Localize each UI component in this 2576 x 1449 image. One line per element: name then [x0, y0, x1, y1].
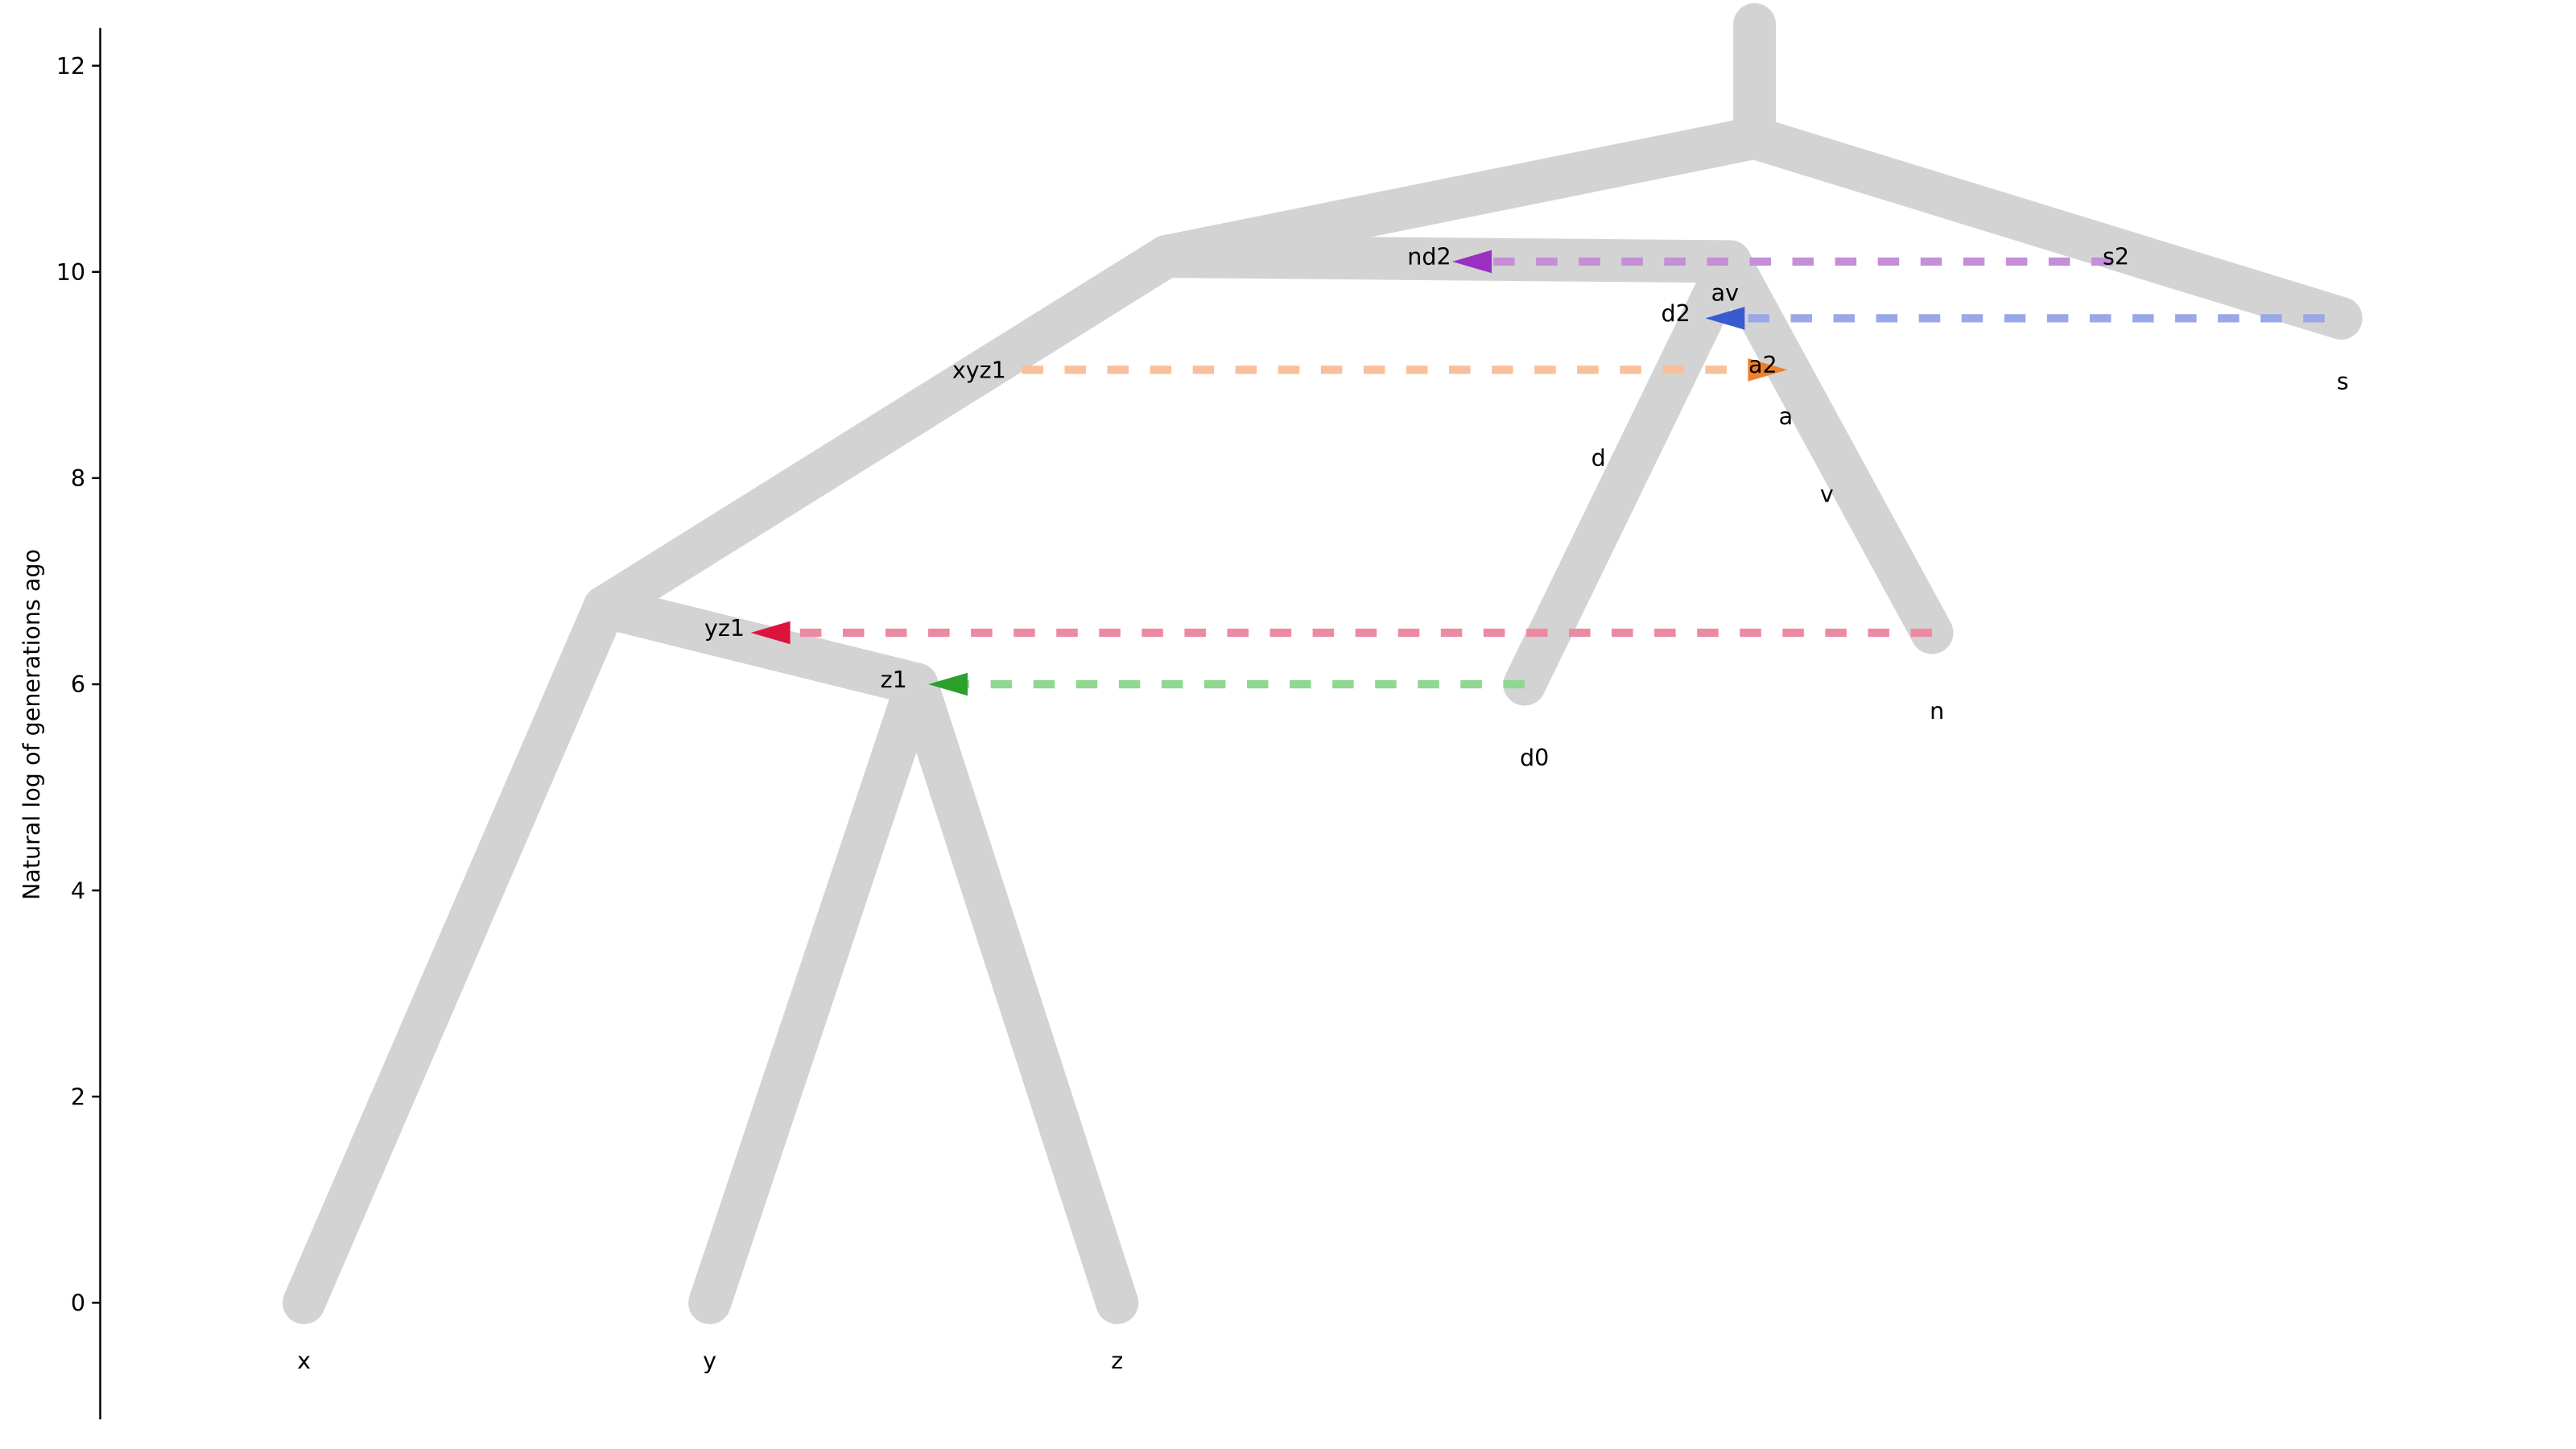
- node-label-z1: z1: [881, 666, 907, 693]
- y-tick-label: 0: [71, 1290, 85, 1317]
- y-tick-label: 2: [71, 1083, 85, 1110]
- branches: [283, 2, 2363, 1324]
- tree-branch: [895, 663, 1139, 1324]
- migration-arrowhead-n-to-yz1: [750, 621, 791, 645]
- migration-arrowhead-xyz1-to-a2: [1748, 358, 1788, 382]
- node-label-av: av: [1711, 279, 1740, 307]
- migration-arrowhead-s-to-d2: [1705, 307, 1745, 330]
- tree-branch: [583, 585, 939, 706]
- node-label-nd2: nd2: [1407, 243, 1451, 270]
- y-axis-title: Natural log of generations ago: [18, 549, 45, 900]
- leaf-labels: x y z d0 n s: [297, 367, 2349, 1374]
- migrations: [750, 250, 2325, 696]
- y-tick-label: 6: [71, 671, 85, 698]
- migration-arrowhead-d0-to-z1: [928, 672, 968, 696]
- y-axis-ticks: 0 2 4 6 8 10 12: [56, 52, 101, 1317]
- y-tick-label: 4: [71, 877, 85, 904]
- migration-arrowhead-s2-to-nd2: [1452, 250, 1492, 274]
- tree-branch: [1708, 240, 1954, 654]
- y-axis: 0 2 4 6 8 10 12 Natural log of generations ago: [18, 27, 101, 1420]
- tree-branch: [283, 585, 626, 1324]
- tree-branch: [1503, 240, 1752, 706]
- node-label-v: v: [1820, 480, 1834, 507]
- node-label-d: d: [1591, 444, 1606, 471]
- y-tick-label: 8: [71, 464, 85, 492]
- node-label-a: a: [1779, 402, 1794, 430]
- leaf-label-z: z: [1111, 1347, 1123, 1374]
- leaf-label-s: s: [2337, 367, 2349, 394]
- leaf-label-n: n: [1930, 697, 1944, 724]
- node-label-yz1: yz1: [704, 614, 745, 642]
- tree-branch: [583, 235, 1188, 629]
- tree-branch: [1145, 116, 1777, 279]
- leaf-label-x: x: [297, 1347, 311, 1374]
- node-labels: z1 yz1 xyz1 nd2 s2 d2 av a2a d v: [704, 243, 2129, 693]
- node-label-s2: s2: [2103, 243, 2129, 270]
- tree-branch: [1733, 116, 2363, 340]
- y-tick-label: 12: [56, 52, 85, 80]
- tree-branch: [688, 663, 939, 1324]
- y-tick-label: 10: [56, 258, 85, 286]
- leaf-label-d0: d0: [1520, 744, 1549, 771]
- leaf-label-y: y: [703, 1347, 716, 1374]
- node-label-a2: a2: [1748, 351, 1777, 378]
- node-label-d2: d2: [1661, 299, 1690, 327]
- node-label-xyz1: xyz1: [952, 357, 1006, 384]
